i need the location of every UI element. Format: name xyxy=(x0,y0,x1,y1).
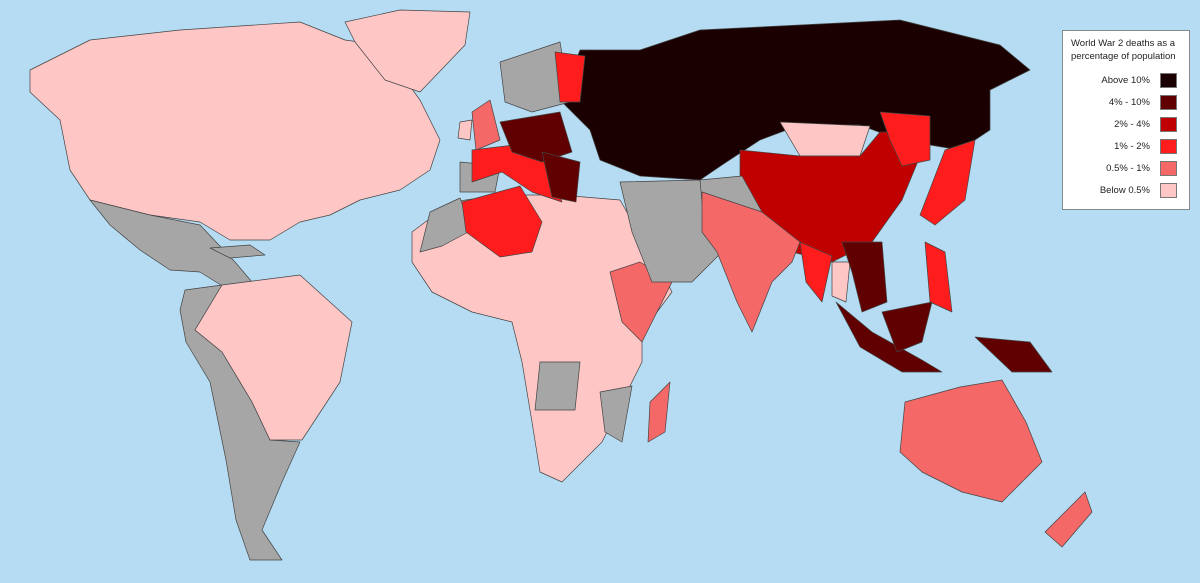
region-finland xyxy=(554,51,586,103)
region-philippines xyxy=(924,241,953,313)
legend-label: 2% - 4% xyxy=(1114,118,1150,130)
region-greenland xyxy=(344,9,471,93)
legend-title: World War 2 deaths as a percentage of po… xyxy=(1071,38,1176,62)
region-manchuria-korea xyxy=(879,111,931,167)
region-yugoslavia-greece xyxy=(541,151,581,203)
region-caribbean xyxy=(209,244,266,259)
region-thailand xyxy=(831,261,851,303)
region-india xyxy=(701,191,801,333)
region-mozambique xyxy=(599,385,633,443)
region-scandinavia xyxy=(499,41,571,113)
region-burma xyxy=(799,241,833,303)
legend: World War 2 deaths as a percentage of po… xyxy=(1062,30,1190,210)
legend-swatch xyxy=(1160,138,1177,154)
legend-swatch xyxy=(1160,160,1177,176)
legend-item: 0.5% - 1% xyxy=(1071,157,1181,179)
region-japan xyxy=(919,139,976,226)
legend-item: 1% - 2% xyxy=(1071,135,1181,157)
region-madagascar xyxy=(647,381,671,443)
region-new-zealand xyxy=(1044,491,1093,548)
legend-item: Below 0.5% xyxy=(1071,179,1181,201)
region-ireland xyxy=(457,119,473,141)
region-sumatra-java xyxy=(835,301,943,373)
region-algeria xyxy=(461,185,543,258)
region-uk xyxy=(471,99,501,151)
legend-item: Above 10% xyxy=(1071,69,1181,91)
legend-swatch xyxy=(1160,116,1177,132)
legend-swatch xyxy=(1160,182,1177,198)
legend-label: Above 10% xyxy=(1101,74,1150,86)
legend-label: 1% - 2% xyxy=(1114,140,1150,152)
legend-swatch xyxy=(1160,94,1177,110)
region-indochina xyxy=(841,241,888,313)
legend-label: Below 0.5% xyxy=(1099,184,1150,196)
region-brazil xyxy=(194,274,353,441)
legend-label: 0.5% - 1% xyxy=(1106,162,1150,174)
region-new-guinea xyxy=(974,336,1053,373)
region-mongolia xyxy=(779,121,871,157)
region-morocco xyxy=(419,197,473,253)
region-north-america xyxy=(29,21,441,241)
legend-item: 4% - 10% xyxy=(1071,91,1181,113)
region-angola xyxy=(534,361,581,411)
region-borneo xyxy=(881,301,933,353)
legend-label: 4% - 10% xyxy=(1108,96,1150,108)
legend-swatch xyxy=(1160,72,1177,88)
region-australia xyxy=(899,379,1043,503)
legend-item: 2% - 4% xyxy=(1071,113,1181,135)
